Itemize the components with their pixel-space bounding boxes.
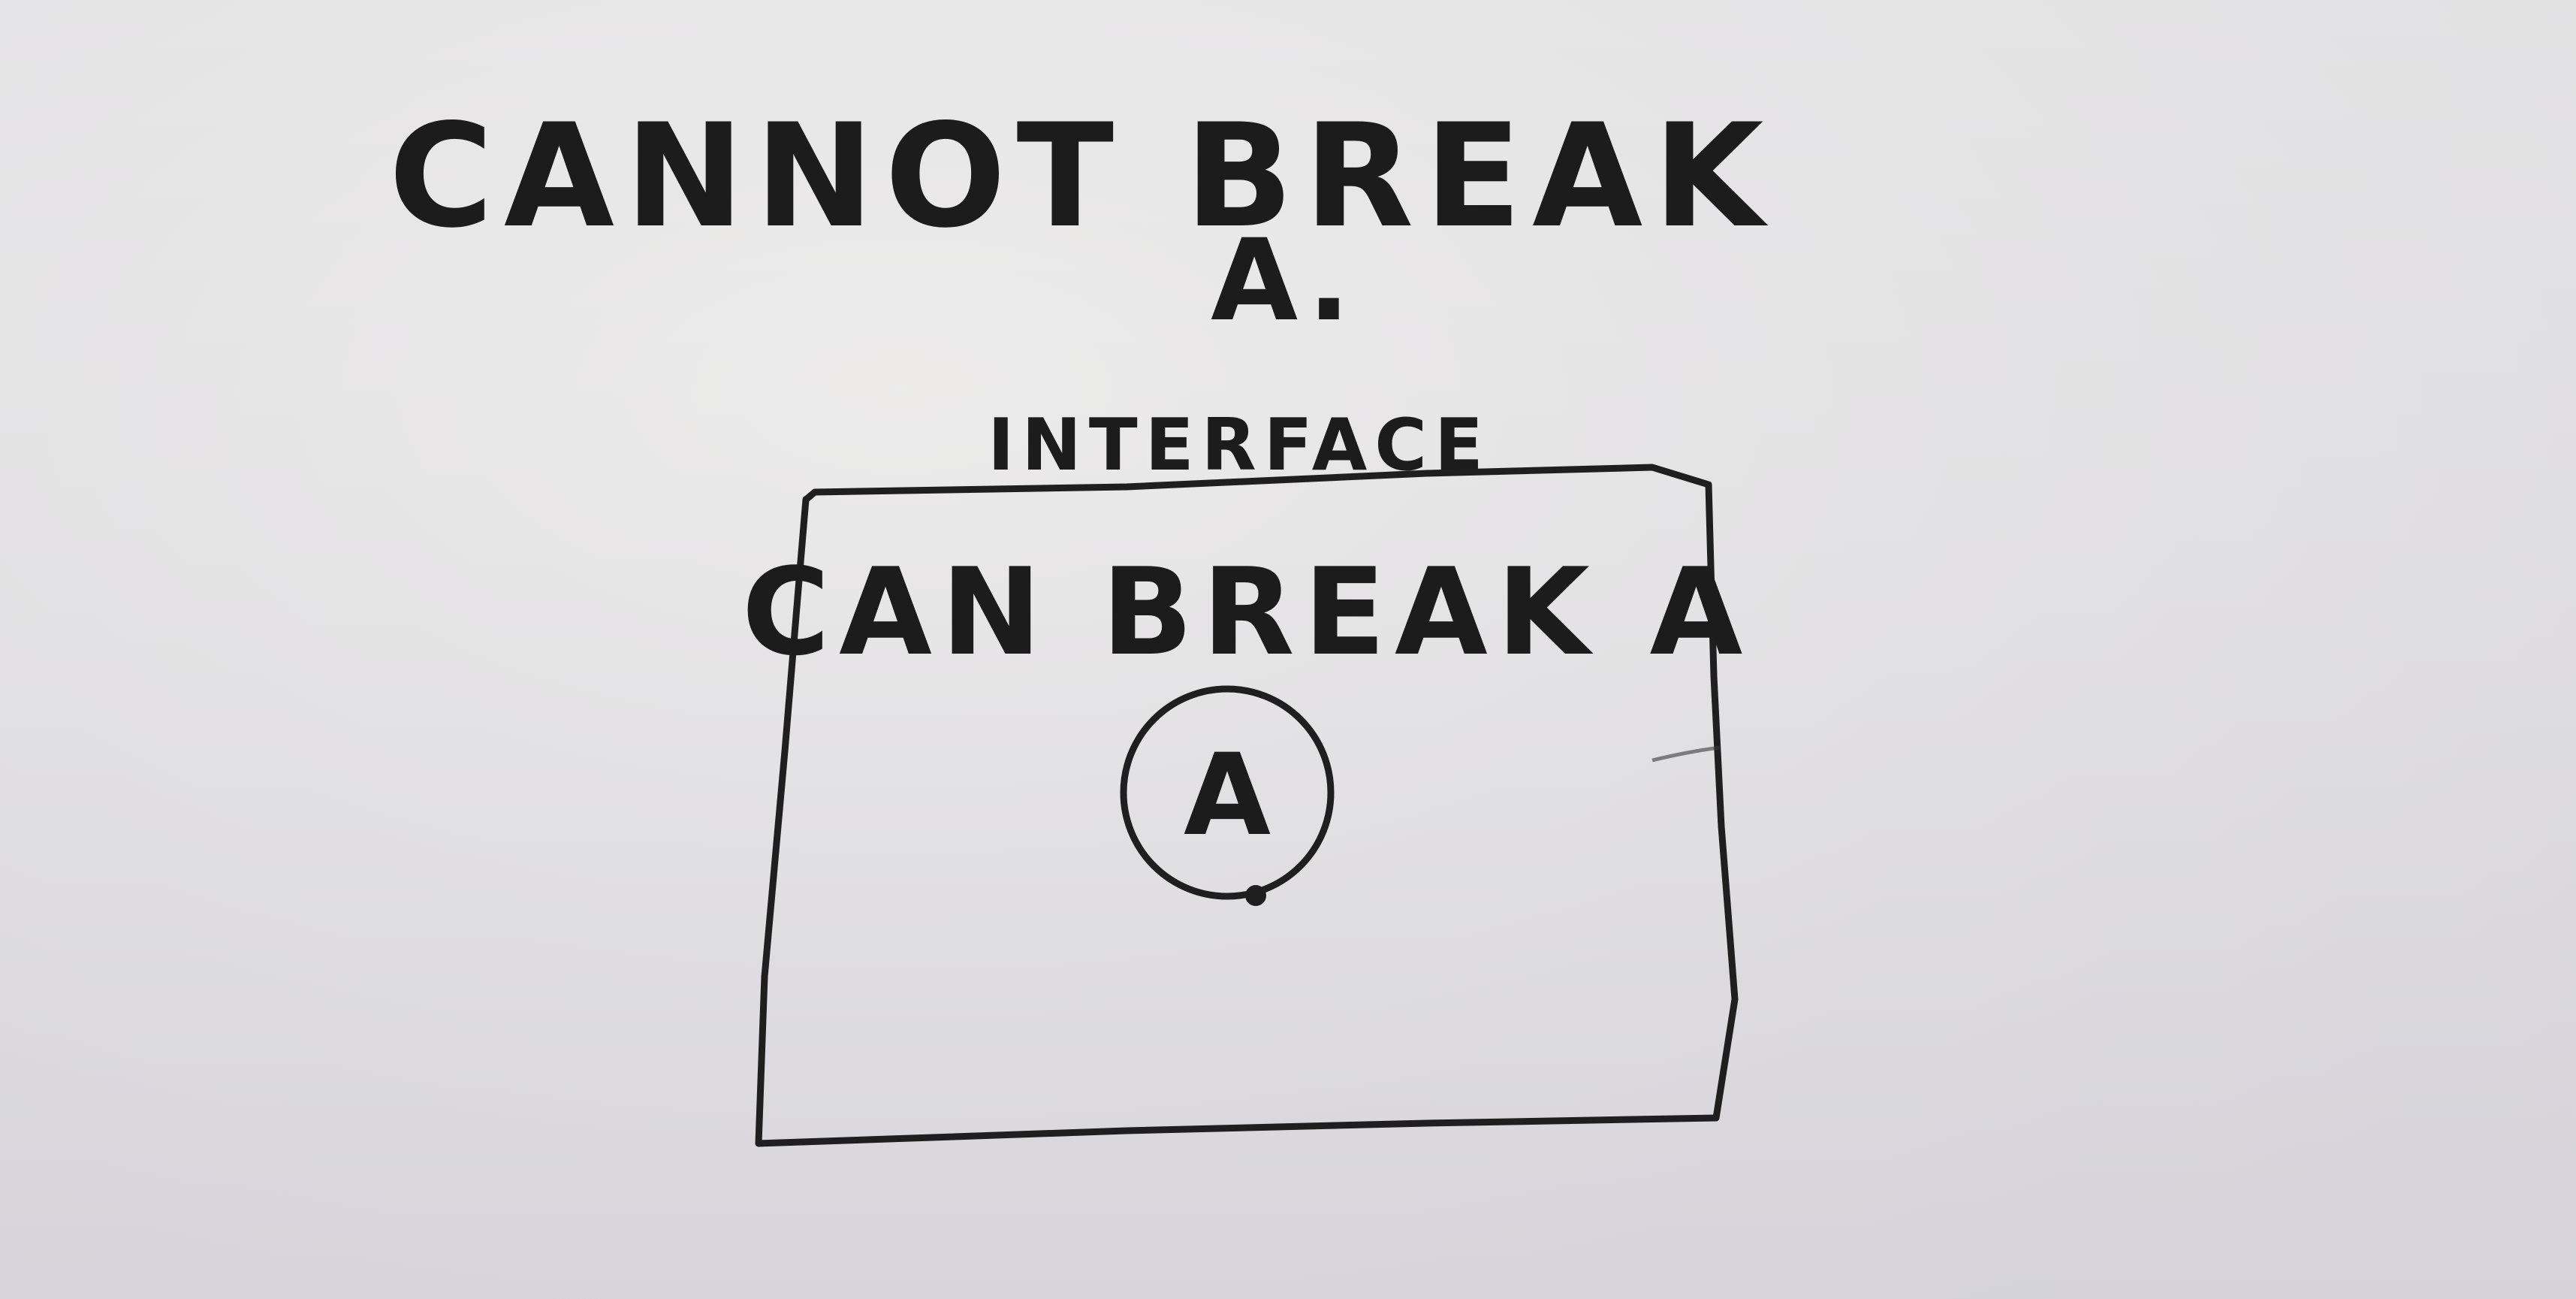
- component-circle: [1120, 685, 1335, 900]
- circle-label: A: [1184, 730, 1271, 861]
- heading-line-2: A.: [1211, 216, 1358, 346]
- box-text: CAN BREAK A: [742, 542, 1752, 682]
- ink-dot: [1245, 885, 1266, 906]
- ink-smudge: [1651, 745, 1721, 763]
- heading-line-1: CANNOT BREAK: [389, 93, 1775, 259]
- interface-box: [755, 464, 1739, 1147]
